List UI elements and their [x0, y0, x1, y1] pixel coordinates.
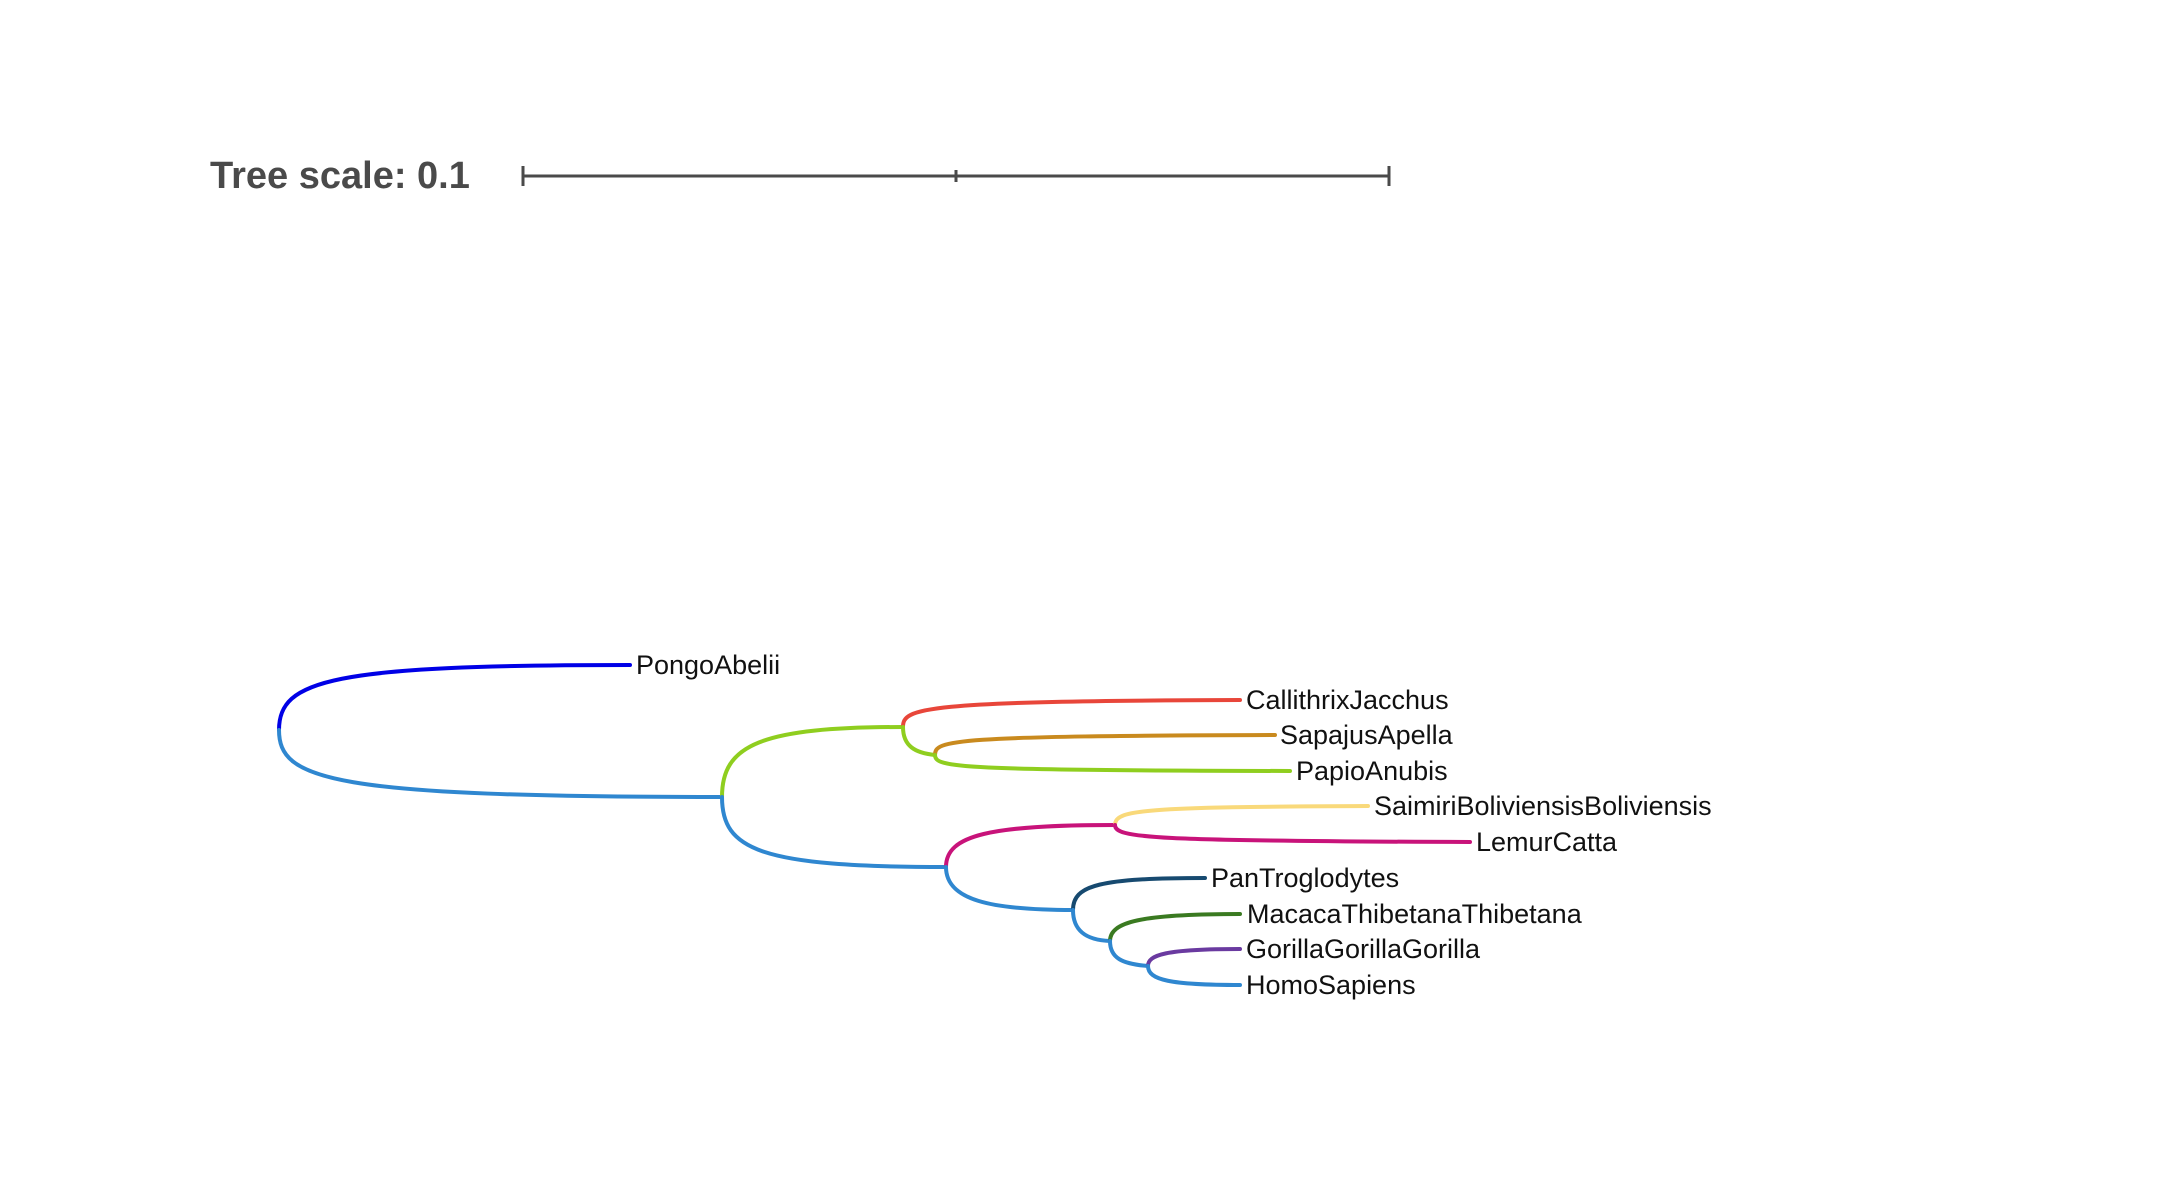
branch-group-b-homininae [944, 865, 1075, 912]
branch-callithrix [901, 698, 1242, 729]
leaf-label-sapajus: SapajusApella [1280, 720, 1454, 750]
leaf-label-saimiri: SaimiriBoliviensisBoliviensis [1374, 791, 1712, 821]
leaf-label-pan: PanTroglodytes [1211, 863, 1399, 893]
branch-internal-group-b [720, 795, 948, 869]
branch-homininae-inner [1071, 908, 1112, 943]
leaf-label-papio: PapioAnubis [1296, 756, 1448, 786]
tree-scale-legend: Tree scale: 0.1 [210, 155, 1391, 197]
branch-root-internal [277, 728, 724, 799]
tree-branches [277, 663, 1472, 987]
leaf-label-macaca: MacacaThibetanaThibetana [1247, 899, 1583, 929]
branch-group-b-saimiri-lemur [944, 823, 1117, 869]
branch-pan [1071, 876, 1207, 912]
leaf-labels: PongoAbelii CallithrixJacchus SapajusApe… [636, 650, 1712, 1000]
branch-lemur [1113, 823, 1472, 844]
branch-papio [933, 753, 1292, 773]
tree-scale-bar [521, 166, 1391, 186]
branch-group-a-inner [901, 725, 937, 757]
branch-internal-group-a [720, 725, 905, 799]
leaf-label-gorilla: GorillaGorillaGorilla [1246, 934, 1481, 964]
branch-gorilla [1146, 947, 1242, 968]
branch-homo [1146, 964, 1242, 987]
branch-macaca-inner [1108, 939, 1150, 968]
leaf-label-lemur: LemurCatta [1476, 827, 1618, 857]
branch-saimiri [1113, 804, 1370, 827]
tree-scale-label: Tree scale: 0.1 [210, 155, 470, 197]
leaf-label-pongo: PongoAbelii [636, 650, 780, 680]
branch-macaca [1108, 912, 1242, 943]
branch-root-pongo [277, 663, 632, 732]
branch-sapajus [933, 733, 1277, 757]
leaf-label-homo: HomoSapiens [1246, 970, 1416, 1000]
leaf-label-callithrix: CallithrixJacchus [1246, 685, 1449, 715]
